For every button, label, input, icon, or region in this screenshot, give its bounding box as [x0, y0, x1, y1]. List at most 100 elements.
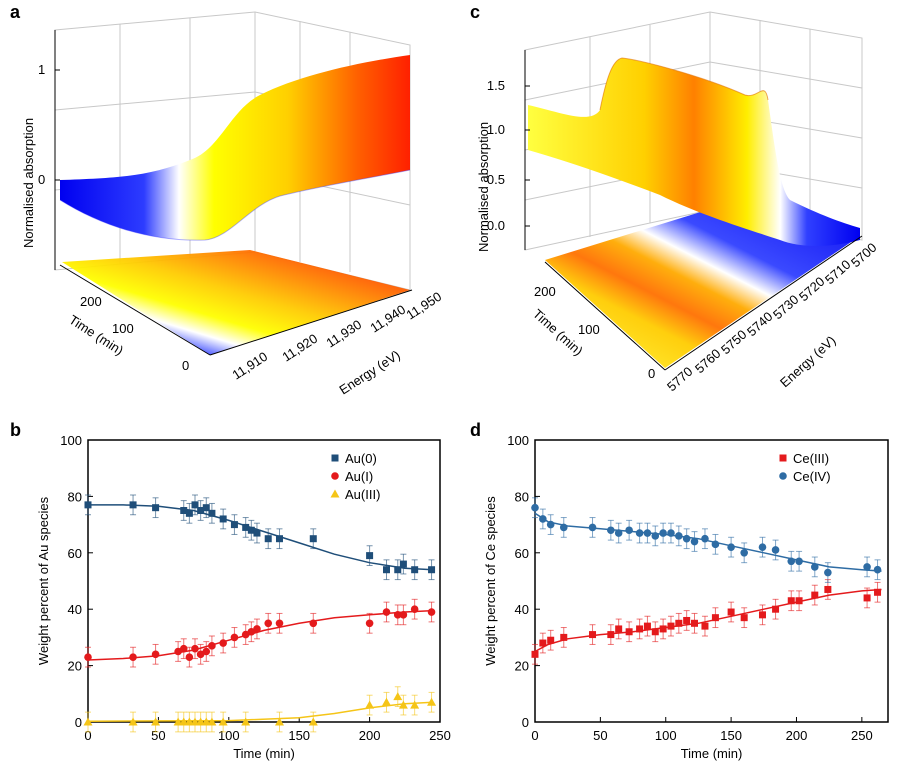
- panel-b-xtick-label: 250: [429, 728, 451, 743]
- panel-d-point-ceiv: [727, 543, 735, 551]
- panel-b-point-au0: [253, 529, 261, 537]
- panel-b-point-aui: [174, 647, 182, 656]
- panel-d-point-ceiii: [772, 605, 780, 613]
- panel-d-point-ceiii: [539, 639, 547, 647]
- panel-d-point-ceiv: [675, 532, 683, 540]
- panel-b-ytick-label: 60: [68, 546, 82, 561]
- panel-c-xtick-5760: 5760: [692, 346, 724, 376]
- panel-b-point-aui: [196, 650, 205, 659]
- panel-d-xtick-label: 0: [531, 728, 538, 743]
- panel-d-ytick-label: 60: [515, 546, 529, 561]
- panel-d-xtick-label: 100: [655, 728, 677, 743]
- panel-b-ytick-label: 20: [68, 659, 82, 674]
- panel-d-point-ceiii: [636, 625, 644, 633]
- panel-a-xtick-11910: 11,910: [229, 349, 270, 383]
- panel-b-point-aui: [202, 647, 211, 656]
- panel-d-point-ceiii: [651, 628, 659, 636]
- panel-b-xtick-label: 150: [288, 728, 310, 743]
- panel-b-point-aui: [410, 605, 419, 613]
- panel-d-point-ceiv: [795, 557, 803, 566]
- panel-c-ytick-100: 100: [578, 322, 600, 337]
- panel-b-point-auiii: [308, 717, 318, 726]
- panel-b-point-auiii: [274, 717, 284, 726]
- panel-b-point-aui: [275, 619, 284, 628]
- panel-b-point-auiii: [241, 717, 251, 726]
- panel-d-point-ceiii: [701, 622, 709, 630]
- panel-b-point-aui: [241, 630, 250, 639]
- panel-d-point-ceiii: [589, 631, 597, 639]
- panel-b-point-aui: [382, 608, 391, 616]
- panel-d-point-ceiv: [701, 534, 709, 543]
- panel-d-point-ceiii: [675, 619, 683, 627]
- panel-b-xtick-label: 100: [218, 728, 240, 743]
- panel-b-point-auiii: [427, 697, 437, 706]
- panel-b-point-aui: [247, 627, 256, 636]
- panel-d-point-ceiii: [683, 616, 691, 624]
- panel-c-axes: [524, 50, 863, 371]
- panel-d-point-ceiii: [531, 650, 539, 658]
- panel-b-point-aui: [427, 608, 436, 616]
- panel-a-xtick-11940: 11,940: [367, 302, 408, 336]
- panel-d-point-ceiv: [690, 537, 699, 546]
- panel-d-point-ceiii: [615, 625, 623, 633]
- panel-b-point-au0: [180, 507, 188, 514]
- panel-d-point-ceiv: [559, 523, 568, 532]
- panel-c-ytick-200: 200: [534, 284, 556, 299]
- panel-b-point-au0: [84, 501, 92, 509]
- panel-d-xlabel: Time (min): [681, 746, 743, 761]
- panel-d-legend-label-ceiii: Ce(III): [793, 451, 829, 466]
- panel-a-xtick-11950: 11,950: [403, 289, 444, 323]
- panel-a-zlabel: Normalised absorption: [21, 118, 36, 248]
- panel-b-point-aui: [84, 653, 92, 661]
- panel-b-point-au0: [428, 566, 436, 574]
- panel-b-point-auiii: [207, 717, 217, 726]
- panel-b-point-auiii: [398, 700, 408, 709]
- panel-c-ztick-0.0: 0.0: [487, 218, 505, 233]
- panel-d-point-ceiii: [711, 614, 719, 622]
- panel-b-point-au0: [230, 521, 238, 529]
- panel-d-point-ceiii: [625, 628, 633, 636]
- panel-a-xtick-11920: 11,920: [279, 331, 320, 365]
- panel-b-point-au0: [309, 535, 317, 543]
- panel-d-xtick-label: 150: [720, 728, 742, 743]
- panel-a-axes: [54, 30, 413, 356]
- panel-b-point-aui: [129, 653, 137, 661]
- panel-b-xtick-label: 0: [84, 728, 91, 743]
- panel-b-point-au0: [219, 515, 227, 523]
- panel-b-point-auiii: [365, 700, 375, 709]
- panel-b-point-au0: [202, 504, 210, 512]
- panel-d-point-ceiii: [667, 622, 675, 630]
- panel-d-legend-label-ceiv: Ce(IV): [793, 469, 831, 484]
- panel-b-point-au0: [394, 566, 402, 574]
- panel-d-scatter-chart: 0 50 100 150 200 250 0 20 40 60 80 100 Time (min) Wei…: [483, 433, 889, 761]
- panel-b-ytick-label: 0: [75, 715, 82, 730]
- panel-d-point-ceiv: [614, 529, 623, 537]
- panel-d-ytick-label: 0: [522, 715, 529, 730]
- panel-b-point-au0: [208, 509, 216, 517]
- panel-d-point-ceiv: [863, 563, 871, 571]
- panel-c-surface: [528, 57, 860, 368]
- panel-c-ztick-1.0: 1.0: [487, 122, 505, 137]
- panel-d-point-ceiv: [588, 523, 597, 532]
- panel-b-plot-frame: [87, 439, 441, 723]
- panel-d-point-ceiv: [607, 526, 615, 535]
- panel-b-point-au0: [152, 504, 160, 512]
- panel-b-point-au0: [197, 507, 205, 514]
- panel-b-point-auiii: [201, 717, 211, 726]
- panel-d-point-ceiii: [547, 636, 555, 644]
- panel-d-point-ceiv: [824, 568, 832, 577]
- panel-d-point-ceiii: [863, 594, 871, 602]
- panel-letter-d: d: [470, 420, 481, 440]
- panel-a-3d-plot: 1 0 Normalised absorption 200 100 0 Time…: [21, 11, 444, 398]
- panel-c-xtick-5730: 5730: [770, 292, 802, 322]
- panel-d-xtick-label: 50: [593, 728, 607, 743]
- panel-d-ytick-label: 80: [515, 489, 529, 504]
- panel-d-point-ceiv: [682, 534, 691, 543]
- panel-b-point-aui: [253, 625, 261, 633]
- panel-b-xtick-label: 200: [359, 728, 381, 743]
- panel-b-xtick-label: 50: [151, 728, 165, 743]
- panel-b-point-auiii: [184, 717, 194, 726]
- panel-d-point-ceiv: [651, 532, 660, 540]
- panel-d-point-ceiv: [787, 557, 796, 566]
- panel-d-point-ceiii: [691, 619, 699, 627]
